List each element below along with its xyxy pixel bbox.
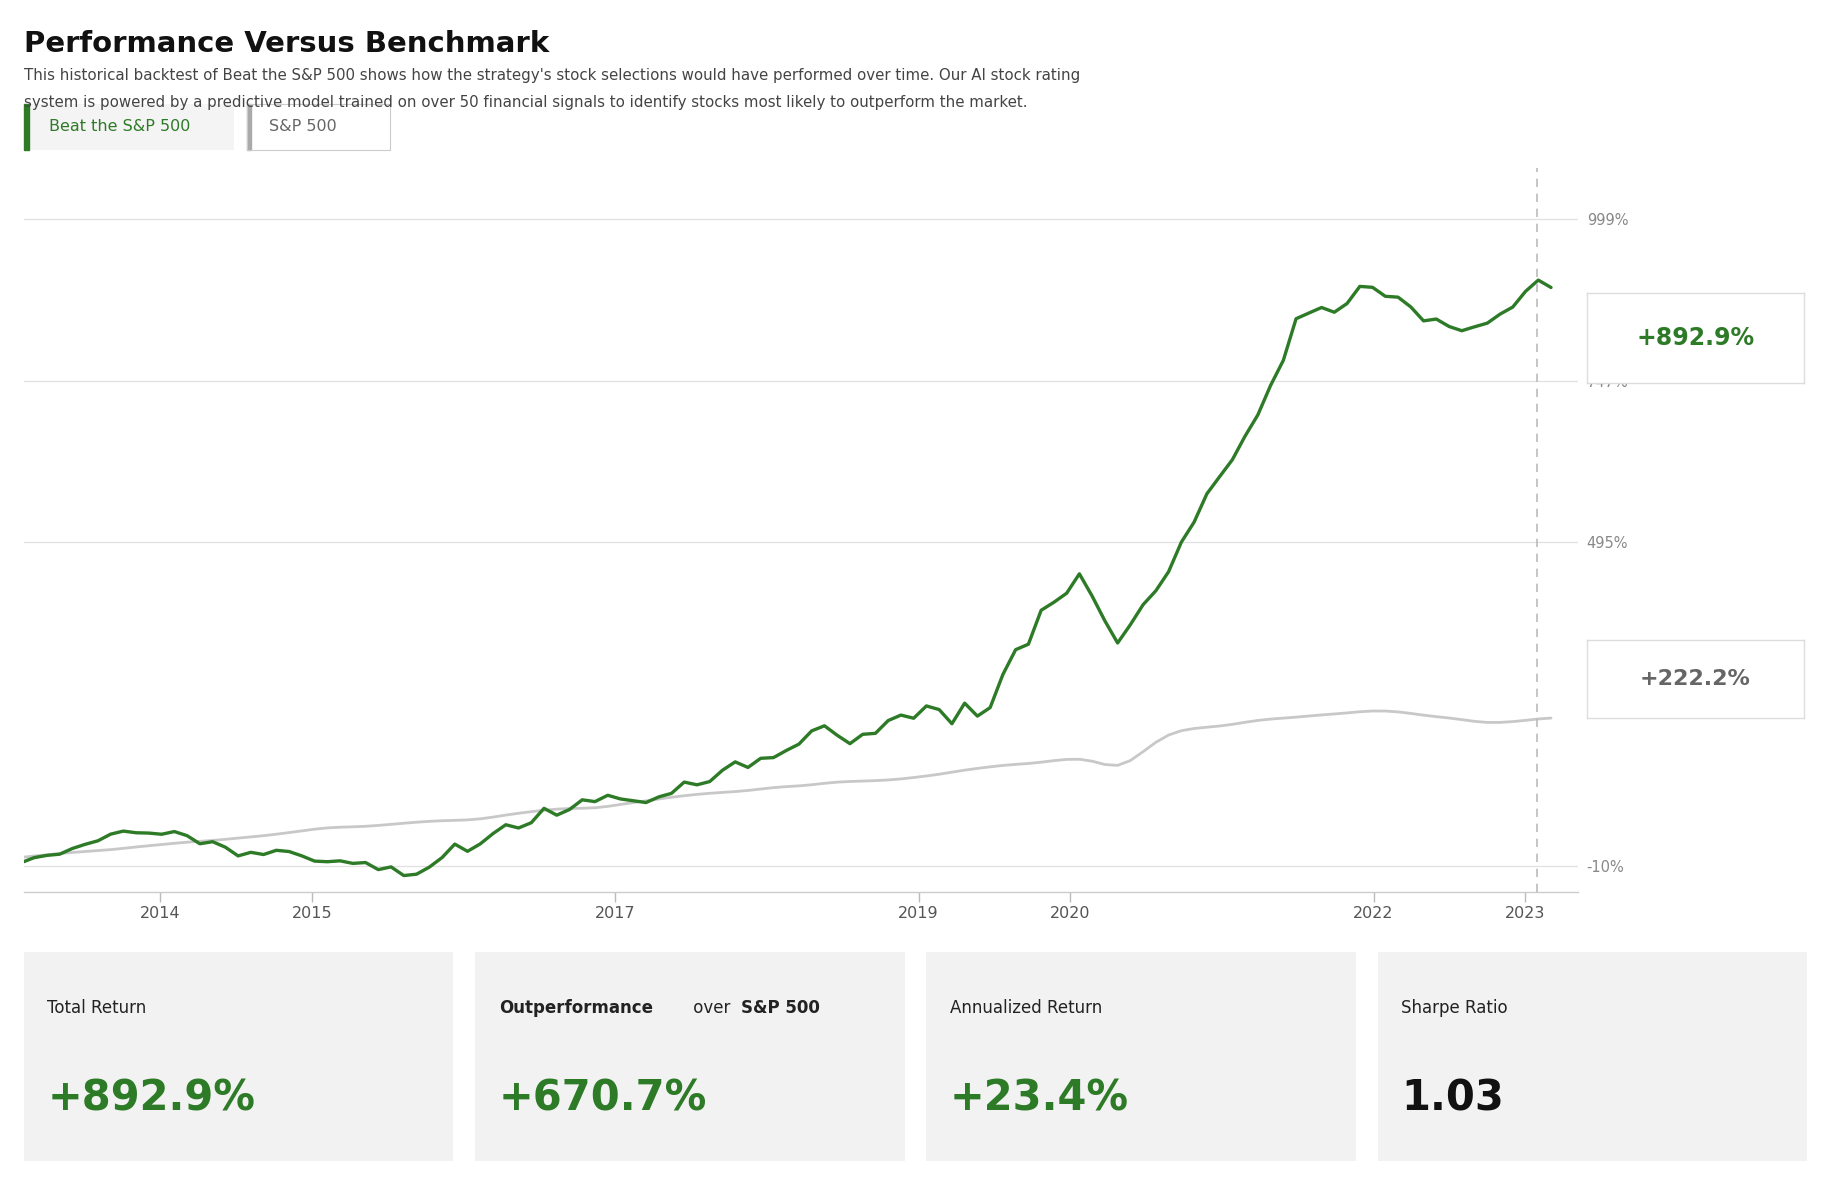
Text: Beat the S&P 500: Beat the S&P 500: [49, 120, 190, 134]
Text: Annualized Return: Annualized Return: [950, 999, 1102, 1017]
Text: system is powered by a predictive model trained on over 50 financial signals to : system is powered by a predictive model …: [24, 95, 1027, 110]
Text: over: over: [688, 999, 736, 1017]
Text: 1.03: 1.03: [1400, 1077, 1504, 1119]
Text: Total Return: Total Return: [48, 999, 146, 1017]
Text: S&P 500: S&P 500: [741, 999, 820, 1017]
Text: Outperformance: Outperformance: [498, 999, 653, 1017]
Text: Performance Versus Benchmark: Performance Versus Benchmark: [24, 30, 549, 57]
Text: +670.7%: +670.7%: [498, 1077, 706, 1119]
Text: This historical backtest of Beat the S&P 500 shows how the strategy's stock sele: This historical backtest of Beat the S&P…: [24, 68, 1080, 84]
Bar: [24, 104, 29, 150]
Text: Sharpe Ratio: Sharpe Ratio: [1400, 999, 1508, 1017]
Bar: [247, 104, 251, 150]
Text: S&P 500: S&P 500: [269, 120, 337, 134]
Text: +222.2%: +222.2%: [1640, 669, 1749, 689]
Text: +892.9%: +892.9%: [48, 1077, 254, 1119]
Text: +892.9%: +892.9%: [1636, 326, 1753, 351]
Text: +23.4%: +23.4%: [950, 1077, 1129, 1119]
